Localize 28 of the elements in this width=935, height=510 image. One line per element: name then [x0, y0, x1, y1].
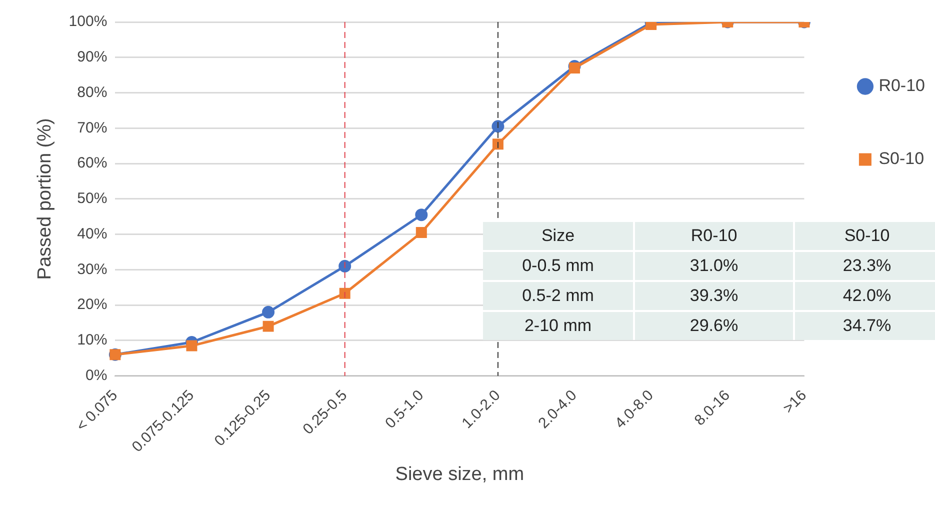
annotation: 31.0% — [635, 252, 793, 280]
y-tick-label: 80% — [77, 84, 108, 101]
annotation: 39.3% — [635, 282, 793, 310]
annotation: 0.5-2 mm — [483, 282, 633, 310]
text: S0-10 — [844, 226, 890, 245]
y-tick-label: 100% — [68, 13, 108, 30]
annotation: 29.6% — [635, 312, 793, 340]
y-tick-label: 20% — [77, 296, 108, 314]
x-tick-label: >16 — [780, 386, 810, 417]
annotation: Size — [483, 222, 633, 250]
y-tick-label: 60% — [77, 154, 108, 172]
annotation: R0-10 — [635, 222, 793, 250]
y-tick-label: 50% — [77, 190, 108, 208]
y-tick-label: 40% — [77, 225, 108, 242]
y-tick-label: 10% — [77, 332, 108, 349]
y-tick-label: 0% — [85, 366, 108, 384]
x-axis-title: Sieve size, mm — [395, 464, 524, 485]
y-tick-label: 30% — [77, 260, 108, 278]
y-tick-label: 90% — [77, 48, 108, 66]
text: 42.0% — [842, 286, 892, 305]
legend-label: S0-10 — [878, 149, 924, 168]
legend-label: R0-10 — [878, 76, 926, 96]
text: 23.3% — [842, 256, 892, 275]
y-tick-label: 70% — [77, 119, 108, 136]
text: 34.7% — [842, 316, 892, 335]
y-axis-title: Passed portion (%) — [34, 118, 56, 280]
annotation: 2-10 mm — [483, 312, 633, 340]
annotation: 0-0.5 mm — [483, 252, 633, 280]
